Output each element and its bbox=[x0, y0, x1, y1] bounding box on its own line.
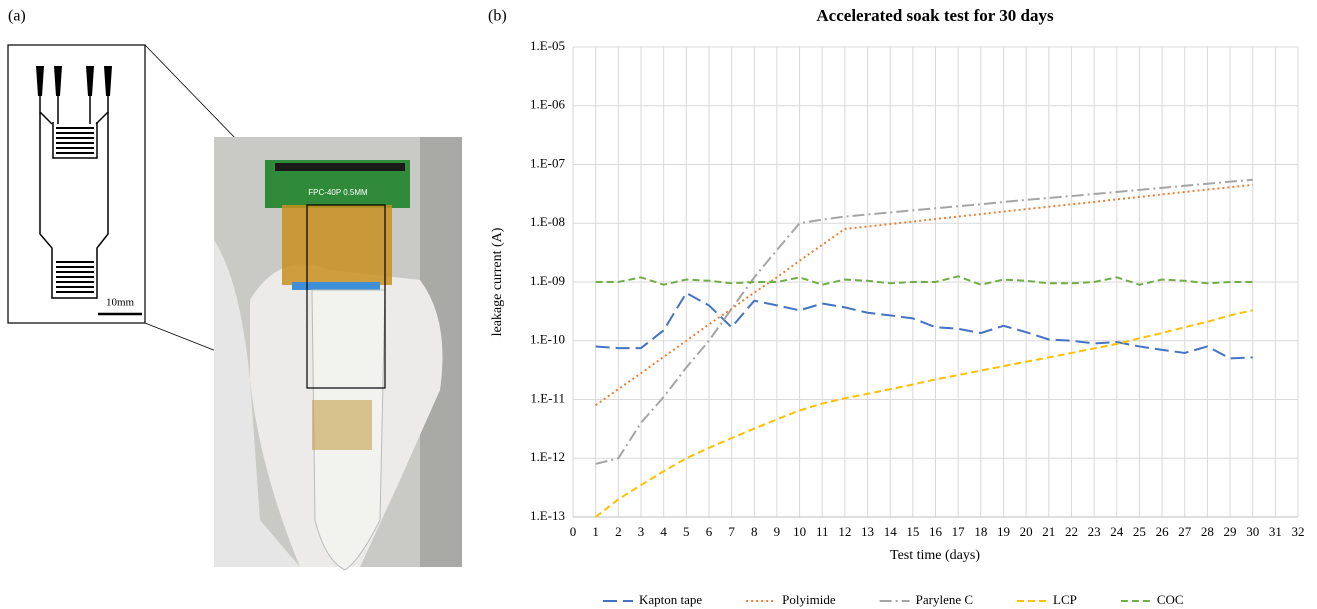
y-tick-label: 1.E-09 bbox=[530, 273, 565, 288]
y-tick-label: 1.E-10 bbox=[530, 332, 565, 347]
panel-label: (b) bbox=[488, 8, 507, 25]
photo: FPC-40P 0.5MM bbox=[214, 137, 462, 571]
x-tick-label: 11 bbox=[816, 524, 829, 539]
x-tick-label: 5 bbox=[683, 524, 690, 539]
x-tick-label: 1 bbox=[592, 524, 599, 539]
y-tick-label: 1.E-13 bbox=[530, 508, 565, 523]
x-tick-label: 30 bbox=[1246, 524, 1259, 539]
y-tick-label: 1.E-06 bbox=[530, 97, 566, 112]
x-tick-label: 7 bbox=[728, 524, 735, 539]
x-tick-label: 29 bbox=[1224, 524, 1237, 539]
x-tick-label: 6 bbox=[706, 524, 713, 539]
y-tick-label: 1.E-05 bbox=[530, 38, 565, 53]
y-axis-title: leakage current (A) bbox=[490, 227, 505, 336]
x-tick-label: 2 bbox=[615, 524, 622, 539]
x-tick-label: 21 bbox=[1042, 524, 1055, 539]
x-tick-label: 23 bbox=[1088, 524, 1101, 539]
data-line bbox=[595, 178, 1253, 465]
x-tick-label: 9 bbox=[774, 524, 781, 539]
legend-label: Parylene C bbox=[916, 592, 973, 607]
x-tick-label: 3 bbox=[638, 524, 645, 539]
legend-label: COC bbox=[1157, 592, 1184, 607]
x-tick-label: 4 bbox=[660, 524, 667, 539]
x-tick-label: 17 bbox=[952, 524, 966, 539]
y-tick-label: 1.E-08 bbox=[530, 214, 565, 229]
x-tick-label: 20 bbox=[1020, 524, 1033, 539]
x-tick-label: 15 bbox=[906, 524, 919, 539]
y-tick-label: 1.E-07 bbox=[530, 155, 566, 170]
schematic: 10mm bbox=[7, 44, 311, 389]
scale-bar-label: 10mm bbox=[106, 297, 135, 309]
x-tick-label: 18 bbox=[974, 524, 987, 539]
x-tick-label: 31 bbox=[1269, 524, 1282, 539]
x-tick-label: 22 bbox=[1065, 524, 1078, 539]
x-tick-label: 27 bbox=[1178, 524, 1192, 539]
x-tick-label: 28 bbox=[1201, 524, 1214, 539]
x-tick-label: 19 bbox=[997, 524, 1010, 539]
panel-label: (a) bbox=[8, 8, 26, 25]
y-tick-label: 1.E-12 bbox=[530, 449, 565, 464]
x-tick-label: 32 bbox=[1292, 524, 1305, 539]
chart-title: Accelerated soak test for 30 days bbox=[816, 6, 1054, 25]
x-tick-label: 0 bbox=[570, 524, 577, 539]
x-tick-label: 25 bbox=[1133, 524, 1146, 539]
y-tick-label: 1.E-11 bbox=[530, 390, 565, 405]
data-line bbox=[595, 291, 1253, 360]
legend-label: Polyimide bbox=[782, 592, 836, 607]
x-tick-label: 16 bbox=[929, 524, 943, 539]
data-line bbox=[595, 309, 1253, 518]
x-tick-label: 24 bbox=[1110, 524, 1124, 539]
x-tick-label: 26 bbox=[1156, 524, 1170, 539]
x-tick-label: 14 bbox=[884, 524, 898, 539]
connector-label: FPC-40P 0.5MM bbox=[308, 188, 368, 197]
x-axis-title: Test time (days) bbox=[890, 548, 980, 563]
data-line bbox=[595, 275, 1253, 286]
x-tick-label: 10 bbox=[793, 524, 806, 539]
x-tick-label: 12 bbox=[838, 524, 851, 539]
legend-label: Kapton tape bbox=[639, 592, 702, 607]
x-tick-label: 13 bbox=[861, 524, 874, 539]
legend-label: LCP bbox=[1053, 592, 1077, 607]
x-tick-label: 8 bbox=[751, 524, 758, 539]
data-line bbox=[595, 183, 1253, 407]
